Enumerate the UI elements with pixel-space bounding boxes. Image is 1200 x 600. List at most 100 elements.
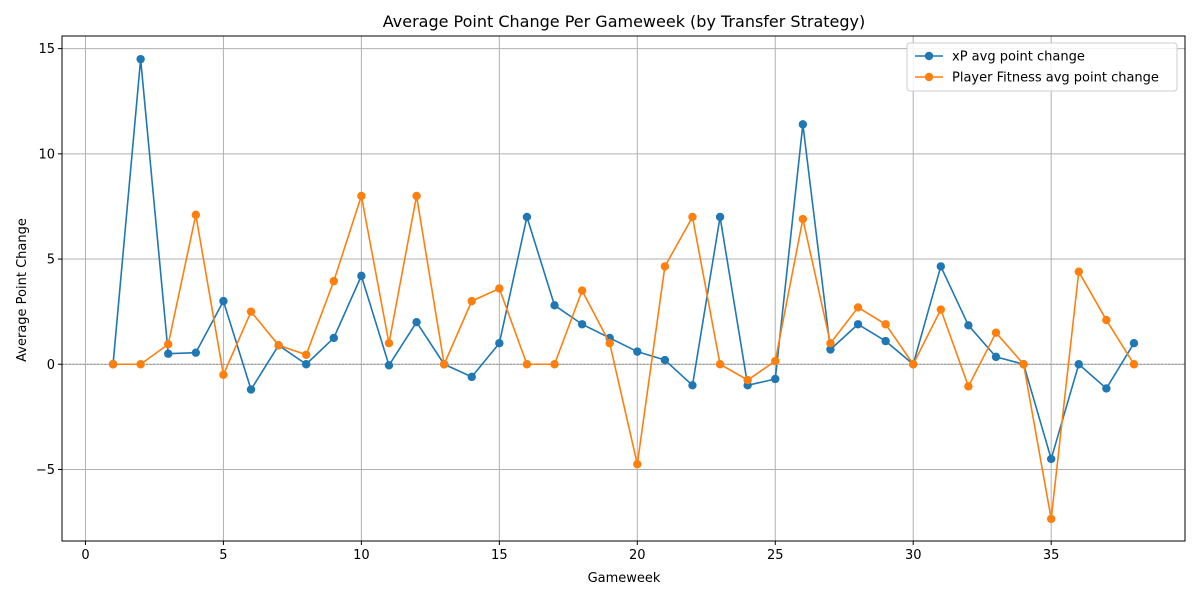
legend-swatch-marker — [924, 72, 934, 82]
x-tick-label: 35 — [1043, 548, 1060, 563]
data-point — [660, 355, 670, 365]
data-point — [495, 339, 504, 348]
data-point — [191, 348, 201, 357]
data-point — [329, 276, 338, 286]
legend-box — [906, 42, 1178, 92]
data-point — [164, 349, 173, 358]
data-point — [384, 361, 394, 370]
data-point — [1102, 384, 1111, 393]
data-point — [743, 375, 752, 385]
data-point — [688, 381, 697, 390]
data-point — [384, 339, 394, 348]
data-point — [1046, 454, 1056, 464]
data-point — [219, 370, 228, 379]
data-point — [660, 262, 670, 271]
data-point — [246, 385, 256, 394]
data-point — [1019, 360, 1028, 369]
data-point — [577, 286, 587, 295]
data-point — [522, 212, 532, 222]
data-point — [798, 120, 808, 129]
data-point — [357, 271, 366, 281]
data-point — [991, 328, 1001, 337]
data-point — [301, 360, 311, 369]
data-point — [136, 360, 145, 369]
data-point — [826, 345, 835, 354]
data-point — [909, 360, 918, 369]
data-point — [108, 360, 118, 369]
data-point — [1074, 267, 1083, 276]
data-point — [715, 360, 725, 369]
data-point — [853, 320, 863, 329]
x-tick-label: 20 — [629, 548, 646, 563]
x-tick-label: 30 — [905, 548, 922, 563]
data-point — [881, 320, 890, 329]
y-tick-label: −5 — [36, 463, 55, 478]
data-point — [246, 307, 256, 316]
legend-item-2: Player Fitness avg point change — [915, 71, 1159, 86]
data-point — [964, 382, 973, 391]
data-point — [881, 336, 890, 346]
x-tick-label: 25 — [767, 548, 784, 563]
y-tick-label: 10 — [38, 147, 55, 162]
data-point — [1046, 514, 1056, 524]
data-point — [191, 210, 201, 220]
series-line — [113, 195, 1135, 520]
data-point — [329, 333, 338, 343]
data-point — [1129, 360, 1139, 369]
data-point — [605, 339, 614, 348]
data-point — [577, 320, 587, 329]
legend: xP avg point change Player Fitness avg po… — [906, 42, 1178, 92]
x-axis-ticks: 0 5 10 15 20 25 30 35 — [81, 541, 1059, 563]
data-point — [715, 212, 725, 222]
x-tick-label: 5 — [219, 548, 227, 563]
data-point — [550, 360, 559, 369]
y-tick-label: 15 — [38, 42, 55, 57]
x-tick-label: 10 — [353, 548, 370, 563]
data-point — [467, 372, 476, 382]
data-point — [219, 296, 228, 306]
data-point — [164, 340, 173, 349]
data-point — [771, 374, 780, 384]
data-point — [936, 262, 946, 271]
data-point — [688, 212, 697, 222]
data-point — [412, 317, 421, 327]
y-axis-label: Average Point Change — [15, 218, 30, 362]
data-point — [301, 350, 311, 359]
x-tick-label: 15 — [491, 548, 508, 563]
data-point — [1074, 360, 1083, 369]
legend-swatch-marker — [924, 51, 934, 61]
data-point — [633, 459, 642, 469]
series-line — [112, 58, 1135, 460]
data-point — [991, 352, 1001, 362]
legend-label: xP avg point change — [952, 50, 1085, 65]
y-tick-label: 5 — [47, 253, 55, 268]
data-point — [853, 303, 863, 312]
y-axis-ticks: −5 0 5 10 15 — [36, 42, 62, 478]
data-point — [826, 339, 835, 348]
data-point — [1102, 315, 1111, 325]
data-point — [274, 341, 283, 350]
legend-item-1: xP avg point change — [915, 50, 1085, 65]
legend-label: Player Fitness avg point change — [952, 71, 1159, 86]
data-point — [936, 305, 946, 314]
x-axis-label: Gameweek — [588, 571, 661, 586]
data-point — [357, 191, 366, 201]
chart-title: Average Point Change Per Gameweek (by Tr… — [383, 12, 865, 31]
data-point — [412, 191, 421, 201]
data-point — [633, 347, 642, 356]
data-point — [495, 284, 504, 293]
data-point — [1129, 339, 1139, 348]
data-point — [964, 321, 973, 330]
data-point — [771, 356, 780, 366]
data-point — [136, 54, 145, 64]
series-group — [108, 54, 1139, 524]
x-tick-label: 0 — [81, 548, 89, 563]
plot-area-frame — [61, 35, 1186, 542]
data-point — [550, 301, 559, 310]
series-2 — [108, 191, 1139, 524]
data-point — [439, 360, 449, 369]
y-tick-label: 0 — [47, 358, 55, 373]
data-point — [522, 360, 532, 369]
